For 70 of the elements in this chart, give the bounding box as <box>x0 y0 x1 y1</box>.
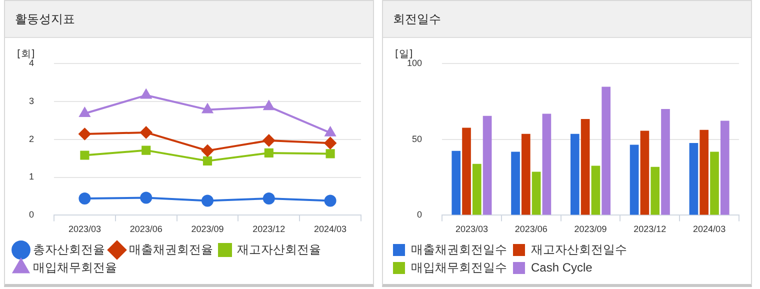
point <box>202 194 214 207</box>
y-tick-label: 3 <box>28 96 34 106</box>
y-tick-label: 1 <box>28 172 34 182</box>
legend-label: 매입채무회전일수 <box>411 260 507 274</box>
bar <box>472 164 482 215</box>
point <box>78 128 91 140</box>
y-tick-label: 0 <box>417 210 422 220</box>
x-tick-label: 2023/03 <box>455 224 488 234</box>
bar <box>521 134 530 215</box>
y-axis-title: [회] <box>17 48 35 60</box>
bar <box>630 144 639 215</box>
legend-label: 재고자산회전일수 <box>531 242 627 256</box>
legend-label: 재고자산회전율 <box>237 242 321 256</box>
point <box>264 100 274 110</box>
bar <box>452 150 461 215</box>
bar <box>570 134 580 215</box>
point <box>79 107 90 117</box>
y-axis-title: [일] <box>395 48 413 60</box>
point <box>80 150 90 160</box>
point <box>78 192 91 204</box>
chart-title: 활동성지표 <box>5 1 373 38</box>
bar <box>580 118 590 215</box>
point <box>324 126 336 136</box>
x-tick-label: 2023/09 <box>191 224 224 234</box>
point <box>262 134 275 146</box>
x-tick-label: 2023/09 <box>574 224 607 234</box>
chart-title: 회전일수 <box>383 1 751 38</box>
legend-label: 매출채권회전율 <box>129 242 213 256</box>
y-tick-label: 0 <box>28 210 34 220</box>
point <box>202 156 212 166</box>
x-tick-label: 2023/06 <box>514 224 548 234</box>
x-tick-label: 2023/06 <box>130 224 162 234</box>
point <box>142 146 151 155</box>
bar <box>720 120 730 215</box>
x-tick-label: 2024/03 <box>693 224 726 234</box>
x-tick-label: 2023/03 <box>68 224 101 234</box>
point <box>202 144 214 157</box>
bar <box>650 166 660 215</box>
y-tick-label: 100 <box>406 58 422 68</box>
bar <box>542 114 552 215</box>
y-tick-label: 2 <box>28 134 34 144</box>
y-tick-label: 4 <box>28 58 34 68</box>
bar <box>462 128 471 215</box>
point <box>202 104 213 114</box>
bar <box>661 108 670 215</box>
bar <box>689 142 698 215</box>
bar <box>700 130 709 215</box>
point <box>326 149 335 158</box>
bar <box>640 130 650 215</box>
y-tick-label: 50 <box>412 134 422 144</box>
legend-label: 매입채무회전율 <box>33 260 117 274</box>
point <box>140 192 152 204</box>
x-tick-label: 2023/12 <box>252 224 286 234</box>
bar <box>591 166 600 215</box>
x-tick-label: 2024/03 <box>314 224 347 234</box>
point <box>264 148 274 158</box>
point <box>324 194 336 207</box>
bar <box>602 86 611 215</box>
legend-label: Cash Cycle <box>531 260 593 274</box>
legend-label: 매출채권회전일수 <box>411 242 507 256</box>
point <box>324 137 336 150</box>
point <box>262 192 275 204</box>
bar <box>511 152 520 215</box>
bar <box>482 116 492 215</box>
point <box>140 126 152 138</box>
x-tick-label: 2023/12 <box>634 224 666 234</box>
bar <box>710 152 719 215</box>
point <box>140 89 152 99</box>
legend-label: 총자산회전율 <box>33 242 105 256</box>
bar <box>532 172 541 215</box>
